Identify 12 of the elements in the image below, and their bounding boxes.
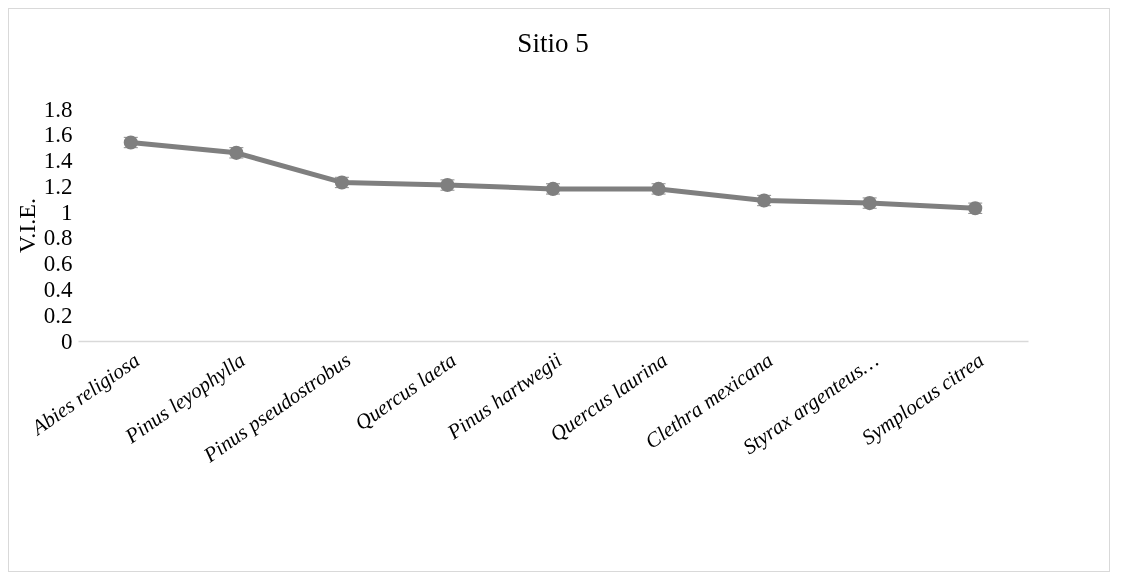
y-tick-label: 0.6 <box>43 251 73 277</box>
y-tick-label: 1.6 <box>43 122 73 148</box>
y-tick-label: 0 <box>61 328 73 354</box>
y-axis-title: V.I.E. <box>13 198 40 253</box>
y-tick-label: 1.4 <box>43 148 73 174</box>
y-tick-label: 1 <box>61 199 73 225</box>
y-tick-label: 0.2 <box>43 302 73 328</box>
y-tick-label: 0.8 <box>43 225 73 251</box>
y-tick-label: 0.4 <box>43 276 73 302</box>
y-tick-label: 1.2 <box>43 173 73 199</box>
chart-title: Sitio 5 <box>517 28 589 58</box>
y-tick-label: 1.8 <box>43 96 73 122</box>
